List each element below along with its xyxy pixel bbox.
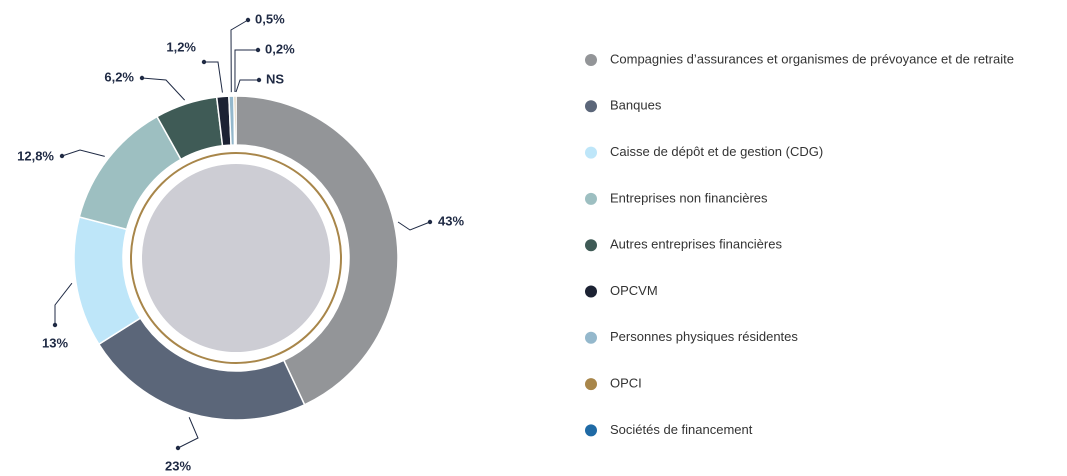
- legend-swatch: [585, 424, 597, 437]
- leader-dot: [256, 77, 262, 83]
- data-label: 0,5%: [255, 11, 285, 26]
- legend-swatch: [585, 100, 597, 113]
- donut-slice: [235, 95, 399, 406]
- leader-dot: [255, 47, 261, 53]
- data-label: 0,2%: [265, 41, 295, 56]
- leader-line: [204, 61, 223, 93]
- leader-dot: [201, 59, 207, 65]
- data-label: 12,8%: [17, 148, 54, 163]
- legend-label: Sociétés de financement: [610, 422, 753, 437]
- legend-swatch: [585, 146, 597, 159]
- leader-line: [235, 79, 259, 93]
- legend-label: Entreprises non financières: [610, 190, 768, 205]
- leader-dot: [52, 322, 58, 328]
- legend-label: OPCVM: [610, 283, 658, 298]
- leader-line: [54, 282, 73, 325]
- legend-swatch: [585, 285, 597, 298]
- inner-ring: [130, 152, 342, 364]
- legend-swatch: [585, 331, 597, 344]
- leader-dot: [427, 219, 433, 225]
- leader-dot: [245, 17, 251, 23]
- leader-line: [61, 149, 105, 157]
- data-label: 6,2%: [104, 69, 134, 84]
- legend-swatch: [585, 192, 597, 205]
- legend-label: Autres entreprises financières: [610, 237, 782, 252]
- donut-slice: [73, 216, 142, 346]
- center-disk: [142, 164, 330, 352]
- leader-dot: [175, 445, 181, 451]
- leader-line: [230, 19, 249, 93]
- leader-line: [177, 417, 199, 449]
- leader-line: [234, 49, 258, 93]
- legend-label: OPCI: [610, 376, 642, 391]
- legend-label: Banques: [610, 98, 662, 113]
- leader-dot: [139, 75, 145, 81]
- leader-dot: [59, 153, 65, 159]
- legend-swatch: [585, 54, 597, 66]
- legend-label: Personnes physiques résidentes: [610, 329, 798, 344]
- legend-label: Compagnies d’assurances et organismes de…: [610, 51, 1014, 66]
- data-label: 43%: [438, 213, 464, 228]
- data-label: 13%: [42, 335, 68, 350]
- leader-line: [141, 77, 186, 101]
- data-label: NS: [266, 71, 284, 86]
- data-label: 1,2%: [166, 39, 196, 54]
- legend-swatch: [585, 378, 597, 391]
- data-label: 23%: [165, 458, 191, 473]
- legend-label: Caisse de dépôt et de gestion (CDG): [610, 144, 823, 159]
- leader-line: [397, 221, 431, 231]
- donut-slice: [233, 95, 237, 146]
- legend-swatch: [585, 239, 597, 252]
